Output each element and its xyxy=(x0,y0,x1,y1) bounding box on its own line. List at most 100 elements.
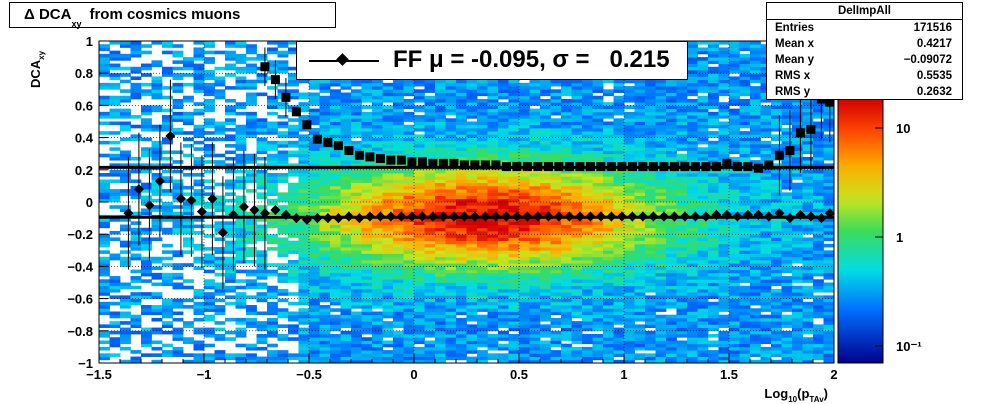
heatmap-cell xyxy=(697,314,709,319)
heatmap-cell xyxy=(582,98,593,103)
heatmap-cell xyxy=(540,314,551,319)
heatmap-cell xyxy=(582,279,593,283)
heatmap-cell xyxy=(256,118,268,122)
heatmap-cell xyxy=(204,41,215,45)
heatmap-cell xyxy=(687,263,698,267)
heatmap-cell xyxy=(676,185,688,190)
heatmap-cell xyxy=(687,340,698,345)
heatmap-cell xyxy=(393,301,404,306)
heatmap-cell xyxy=(109,73,121,77)
heatmap-cell xyxy=(519,218,530,222)
heatmap-cell xyxy=(529,259,541,264)
heatmap-cell xyxy=(330,314,341,319)
heatmap-cell xyxy=(456,334,467,338)
heatmap-cell xyxy=(613,102,625,106)
heatmap-cell xyxy=(162,41,173,45)
heatmap-cell xyxy=(424,314,436,319)
heatmap-cell xyxy=(571,340,583,345)
heatmap-cell xyxy=(235,124,247,129)
heatmap-cell xyxy=(676,269,688,274)
heatmap-cell xyxy=(298,263,310,267)
heatmap-cell xyxy=(634,150,646,155)
heatmap-cell xyxy=(403,189,415,193)
heatmap-cell xyxy=(183,305,194,309)
heatmap-cell xyxy=(309,321,320,325)
heatmap-cell xyxy=(592,350,604,354)
heatmap-cell xyxy=(676,243,688,248)
heatmap-cell xyxy=(477,221,488,225)
heatmap-cell xyxy=(529,276,541,280)
heatmap-cell xyxy=(687,127,698,132)
heatmap-cell xyxy=(183,144,194,148)
heatmap-cell xyxy=(225,144,236,148)
heatmap-cell xyxy=(466,208,478,213)
heatmap-cell xyxy=(225,198,236,203)
heatmap-cell xyxy=(466,330,478,335)
heatmap-cell xyxy=(225,182,236,187)
heatmap-cell xyxy=(393,92,404,97)
heatmap-cell xyxy=(435,282,446,287)
heatmap-cell xyxy=(382,153,394,158)
heatmap-cell xyxy=(382,334,394,338)
heatmap-cell xyxy=(403,272,415,277)
heatmap-cell xyxy=(424,237,436,242)
heatmap-cell xyxy=(204,60,215,64)
heatmap-cell xyxy=(225,156,236,161)
heatmap-cell xyxy=(445,150,457,155)
heatmap-cell xyxy=(256,285,268,290)
heatmap-cell xyxy=(246,218,257,222)
heatmap-cell xyxy=(120,115,131,119)
heatmap-cell xyxy=(687,69,698,74)
heatmap-cell xyxy=(687,321,698,325)
heatmap-cell xyxy=(529,147,541,151)
heatmap-cell xyxy=(477,79,488,84)
heatmap-cell xyxy=(519,272,530,277)
heatmap-cell xyxy=(424,340,436,345)
heatmap-cell xyxy=(382,224,394,229)
heatmap-cell xyxy=(676,359,688,364)
heatmap-cell xyxy=(529,211,541,216)
heatmap-cell xyxy=(309,266,320,271)
heatmap-cell xyxy=(204,147,215,151)
heatmap-cell xyxy=(498,208,509,213)
heatmap-cell xyxy=(697,234,709,238)
heatmap-cell xyxy=(330,160,341,164)
heatmap-cell xyxy=(435,311,446,316)
heatmap-cell xyxy=(361,292,373,296)
heatmap-cell xyxy=(120,153,131,158)
heatmap-cell xyxy=(645,285,656,290)
heatmap-cell xyxy=(151,185,163,190)
heatmap-cell xyxy=(414,79,425,84)
heatmap-cell xyxy=(288,140,299,145)
heatmap-cell xyxy=(309,356,320,361)
heatmap-cell xyxy=(613,327,625,332)
heatmap-cell xyxy=(298,276,310,280)
heatmap-cell xyxy=(624,121,635,126)
heatmap-cell xyxy=(561,334,572,338)
heatmap-cell xyxy=(414,95,425,100)
heatmap-cell xyxy=(403,240,415,245)
heatmap-cell xyxy=(634,343,646,348)
heatmap-cell xyxy=(582,224,593,229)
heatmap-cell xyxy=(340,292,352,296)
heatmap-cell xyxy=(424,118,436,122)
heatmap-cell xyxy=(172,73,184,77)
heatmap-cell xyxy=(403,250,415,254)
heatmap-cell xyxy=(456,250,467,254)
heatmap-cell xyxy=(99,111,110,116)
heatmap-cell xyxy=(613,237,625,242)
heatmap-cell xyxy=(676,340,688,345)
heatmap-cell xyxy=(435,195,446,200)
heatmap-cell xyxy=(309,314,320,319)
heatmap-cell xyxy=(193,305,205,309)
heatmap-cell xyxy=(697,102,709,106)
heatmap-cell xyxy=(708,343,719,348)
heatmap-cell xyxy=(393,182,404,187)
heatmap-cell xyxy=(361,173,373,177)
heatmap-cell xyxy=(424,144,436,148)
heatmap-cell xyxy=(246,250,257,254)
heatmap-cell xyxy=(603,269,614,274)
heatmap-cell xyxy=(246,176,257,180)
heatmap-cell xyxy=(613,227,625,232)
heatmap-cell xyxy=(708,256,719,261)
